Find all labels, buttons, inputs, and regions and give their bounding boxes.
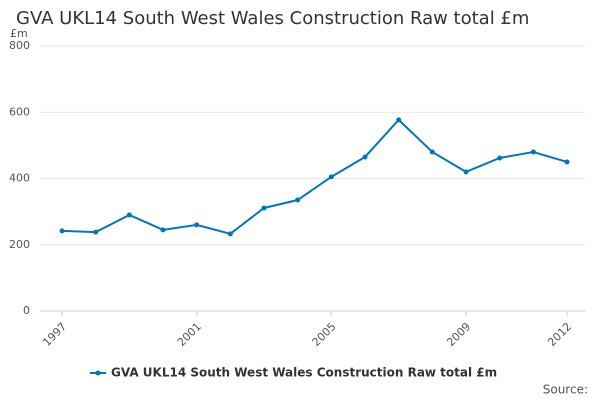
x-tick-label: 1997 — [40, 320, 69, 349]
point — [497, 155, 503, 161]
point — [261, 205, 267, 211]
x-tick-label: 2001 — [175, 320, 204, 349]
point — [160, 227, 166, 233]
point — [564, 159, 570, 165]
point — [194, 222, 200, 228]
y-tick-label: 0 — [23, 304, 30, 317]
point — [59, 228, 65, 234]
x-tick-label: 2009 — [444, 320, 473, 349]
point — [227, 231, 233, 237]
point — [396, 117, 402, 123]
legend-marker — [95, 370, 101, 376]
y-tick-label: 400 — [9, 172, 30, 185]
y-tick-label: 600 — [9, 105, 30, 118]
chart-title: GVA UKL14 South West Wales Construction … — [16, 8, 529, 29]
point — [463, 169, 469, 175]
y-axis-label: £m — [10, 27, 28, 40]
x-tick-label: 2005 — [310, 320, 339, 349]
point — [126, 212, 132, 218]
point — [429, 149, 435, 155]
y-tick-label: 800 — [9, 39, 30, 52]
point — [295, 197, 301, 203]
x-tick-label: 2012 — [545, 320, 574, 349]
line — [61, 118, 568, 235]
point — [362, 154, 368, 160]
point — [93, 229, 99, 235]
y-tick-label: 200 — [9, 238, 30, 251]
point — [530, 149, 536, 155]
point — [328, 174, 334, 180]
source: Source: — [543, 383, 588, 397]
legend-label: GVA UKL14 South West Wales Construction … — [111, 366, 497, 380]
